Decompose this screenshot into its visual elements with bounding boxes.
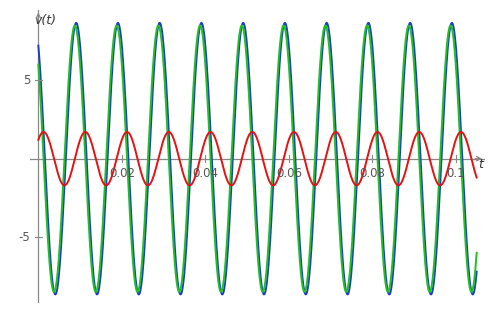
- Text: 0.08: 0.08: [360, 167, 385, 181]
- Text: 0.02: 0.02: [109, 167, 135, 181]
- Text: t: t: [478, 158, 483, 171]
- Text: v(t): v(t): [34, 14, 56, 27]
- Text: 0.06: 0.06: [276, 167, 302, 181]
- Text: 0.04: 0.04: [192, 167, 218, 181]
- Text: -5: -5: [18, 231, 30, 244]
- Text: 0.1: 0.1: [446, 167, 465, 181]
- Text: 5: 5: [23, 74, 30, 87]
